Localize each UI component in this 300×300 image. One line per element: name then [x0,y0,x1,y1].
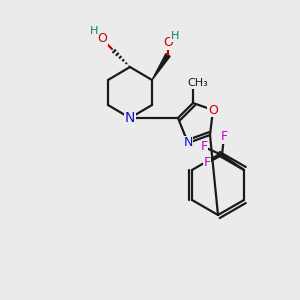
Text: F: F [203,157,211,169]
Text: F: F [200,140,208,154]
Text: F: F [220,130,227,143]
Text: O: O [97,32,107,46]
Text: H: H [171,31,179,41]
Text: N: N [183,136,193,149]
Text: N: N [125,111,135,125]
Text: H: H [90,26,98,36]
Polygon shape [152,54,170,80]
Text: O: O [163,37,173,50]
Text: O: O [208,103,218,116]
Text: CH₃: CH₃ [188,78,208,88]
